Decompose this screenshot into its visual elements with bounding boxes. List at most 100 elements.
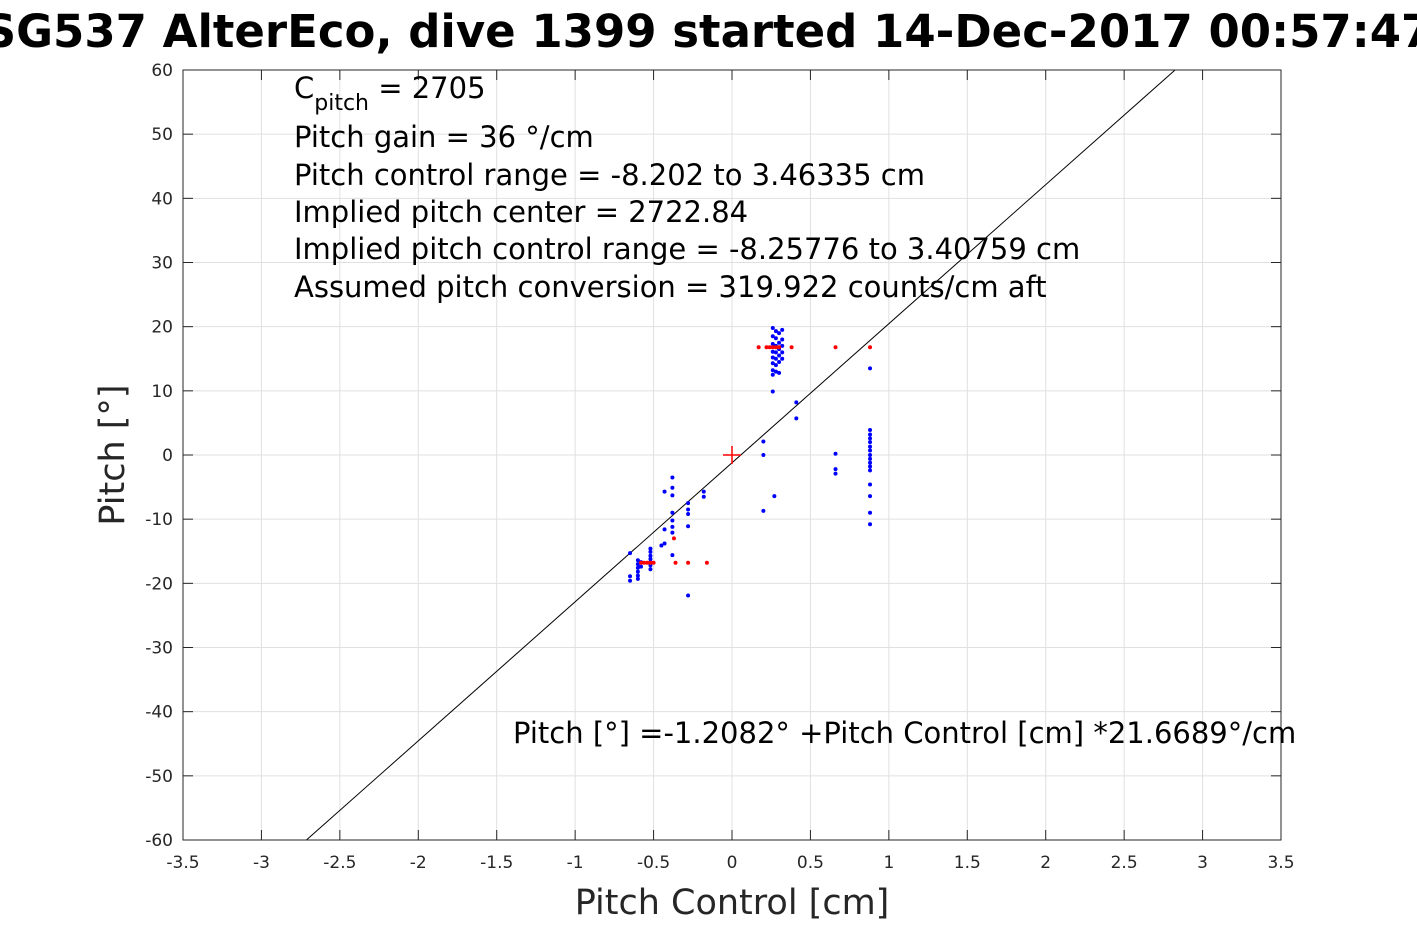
x-tick-labels: -3.5 -3 -2.5 -2 -1.5 -1 -0.5 0 0.5 1 1.5 2 2.5 3 3.5 <box>166 853 1294 873</box>
red-data-point <box>645 560 650 565</box>
x-tick-label: -1 <box>567 853 584 873</box>
blue-data-point <box>635 558 640 563</box>
x-tick-label: 1 <box>883 853 894 873</box>
blue-data-point <box>868 436 873 441</box>
y-tick-label: 30 <box>151 254 173 274</box>
annotation-pitch-conversion: Assumed pitch conversion = 319.922 count… <box>294 270 1047 304</box>
y-tick-label: -10 <box>145 510 173 530</box>
x-tick-label: 2.5 <box>1111 853 1138 873</box>
blue-data-point <box>770 325 775 330</box>
blue-data-point <box>761 439 766 444</box>
y-tick-label: 60 <box>151 61 173 81</box>
blue-data-point <box>659 543 664 548</box>
y-tick-label: -50 <box>145 767 173 787</box>
red-data-point <box>686 560 691 565</box>
red-data-point <box>756 345 761 350</box>
y-tick-label: -60 <box>145 831 173 851</box>
x-tick-label: -3 <box>253 853 270 873</box>
blue-data-point <box>670 475 675 480</box>
blue-data-point <box>770 368 775 373</box>
blue-data-point <box>770 372 775 377</box>
blue-data-point <box>770 355 775 360</box>
red-data-point <box>833 345 838 350</box>
x-tick-label: -2.5 <box>323 853 356 873</box>
blue-data-point <box>662 527 667 532</box>
blue-data-point <box>833 451 838 456</box>
red-data-point <box>764 345 769 350</box>
x-tick-label: 2 <box>1040 853 1051 873</box>
blue-data-point <box>868 494 873 499</box>
blue-data-point <box>777 353 782 358</box>
blue-data-point <box>770 361 775 366</box>
blue-data-point <box>686 507 691 512</box>
y-tick-label: 20 <box>151 318 173 338</box>
annotation-pitch-control-range: Pitch control range = -8.202 to 3.46335 … <box>294 158 925 192</box>
blue-data-point <box>777 331 782 336</box>
blue-data-point <box>761 453 766 457</box>
blue-data-point <box>670 530 675 535</box>
blue-data-point <box>770 389 775 394</box>
blue-data-point <box>635 565 640 570</box>
red-data-point <box>777 345 782 350</box>
blue-data-point <box>833 471 838 476</box>
blue-data-point <box>833 467 838 472</box>
red-data-point <box>673 560 678 565</box>
blue-data-point <box>686 501 691 506</box>
blue-data-point <box>868 464 873 469</box>
y-tick-label: -40 <box>145 703 173 723</box>
blue-data-point <box>868 510 873 515</box>
plot-frame <box>182 69 1282 841</box>
x-axis-label: Pitch Control [cm] <box>575 883 890 923</box>
red-data-point <box>651 560 656 565</box>
blue-data-point <box>635 569 640 574</box>
blue-data-point <box>701 494 706 499</box>
blue-data-point <box>780 350 785 355</box>
y-tick-label: 50 <box>151 125 173 145</box>
fit-equation: Pitch [°] =-1.2082° +Pitch Control [cm] … <box>513 716 1296 750</box>
y-tick-label: -30 <box>145 639 173 659</box>
blue-data-point <box>868 468 873 473</box>
annotation-pitch-gain: Pitch gain = 36 °/cm <box>294 120 594 154</box>
blue-data-point <box>868 432 873 437</box>
blue-data-point <box>780 327 785 332</box>
red-data-point <box>767 345 772 350</box>
blue-data-point <box>639 564 644 569</box>
blue-data-point <box>628 574 633 579</box>
y-tick-label: 40 <box>151 189 173 209</box>
blue-data-point <box>773 369 778 374</box>
blue-data-point <box>662 489 667 494</box>
blue-data-point <box>868 522 873 527</box>
blue-data-point <box>628 551 633 556</box>
red-data-point <box>648 560 653 565</box>
blue-data-point <box>662 541 667 546</box>
red-data-point <box>773 345 778 350</box>
x-tick-label: 0 <box>727 853 738 873</box>
blue-data-point <box>670 518 675 523</box>
blue-data-point <box>670 493 675 498</box>
blue-data-point <box>701 489 706 494</box>
data-points <box>628 325 873 598</box>
blue-data-point <box>868 460 873 465</box>
blue-data-point <box>868 427 873 432</box>
annotation-implied-pitch-center: Implied pitch center = 2722.84 <box>294 195 748 229</box>
blue-data-point <box>648 546 653 551</box>
x-tick-label: 3.5 <box>1267 853 1294 873</box>
y-tick-label: -20 <box>145 574 173 594</box>
blue-data-point <box>794 416 799 421</box>
blue-data-point <box>670 510 675 515</box>
blue-data-point <box>686 512 691 517</box>
blue-data-point <box>777 340 782 345</box>
y-tick-label: 10 <box>151 382 173 402</box>
x-tick-label: 0.5 <box>797 853 824 873</box>
blue-data-point <box>773 329 778 334</box>
y-tick-labels: -60 -50 -40 -30 -20 -10 0 10 20 30 40 50 60 <box>145 61 173 851</box>
cpitch-value: = 2705 <box>369 71 486 105</box>
red-data-point <box>642 560 647 565</box>
blue-data-point <box>628 578 633 583</box>
x-tick-label: -0.5 <box>637 853 670 873</box>
blue-data-point <box>780 337 785 342</box>
blue-data-point <box>868 366 873 371</box>
red-data-point <box>789 345 794 350</box>
red-data-point <box>704 560 709 565</box>
blue-data-point <box>777 370 782 375</box>
